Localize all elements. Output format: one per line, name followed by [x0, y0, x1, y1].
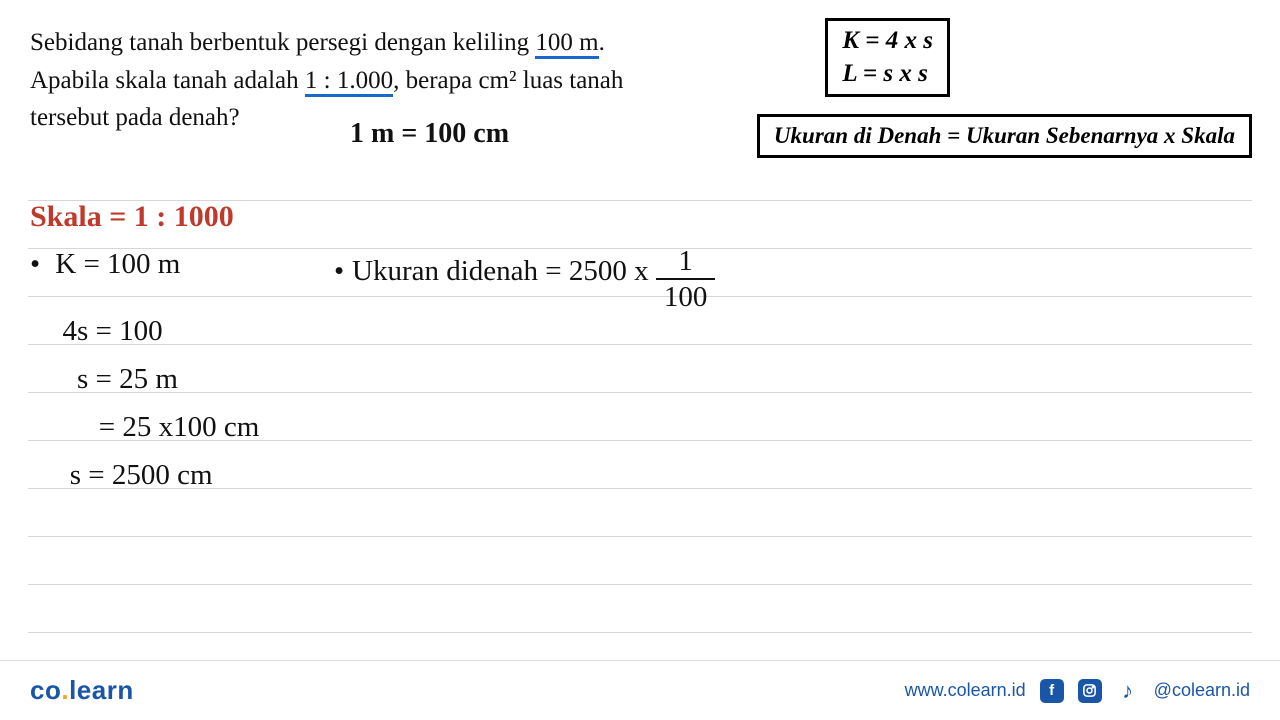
brand-logo: co.learn	[30, 675, 134, 706]
footer: co.learn www.colearn.id f ♪ @colearn.id	[0, 660, 1280, 720]
work-row-1: • K = 100 m •Ukuran didenah = 2500 x 1 1…	[30, 240, 1250, 307]
problem-line2b: , berapa cm² luas tanah	[393, 67, 623, 94]
problem-line1b: .	[599, 29, 605, 56]
problem-underline-1: 100 m	[535, 29, 598, 59]
work-left-4: = 25 x100 cm	[92, 411, 260, 443]
work-row-5: s = 2500 cm	[30, 451, 1250, 499]
conversion-note: 1 m = 100 cm	[350, 118, 509, 150]
fraction-denominator: 100	[656, 280, 716, 312]
work-row-2: 4s = 100	[30, 307, 1250, 355]
work-right-label: Ukuran didenah = 2500 x	[352, 255, 649, 287]
work-left-3: s = 25 m	[77, 363, 178, 395]
problem-area: Sebidang tanah berbentuk persegi dengan …	[0, 0, 1280, 137]
logo-part-b: learn	[69, 675, 134, 705]
footer-right: www.colearn.id f ♪ @colearn.id	[905, 679, 1250, 703]
fraction: 1 100	[656, 246, 716, 313]
logo-part-a: co	[30, 675, 61, 705]
work-left-1-text: K = 100 m	[55, 248, 180, 280]
work-left-1: • K = 100 m	[30, 240, 330, 288]
problem-line3: tersebut pada denah?	[30, 104, 240, 131]
work-row-3: s = 25 m	[30, 355, 1250, 403]
formula-box-scale: Ukuran di Denah = Ukuran Sebenarnya x Sk…	[757, 114, 1252, 158]
formula-box-perimeter-area: K = 4 x s L = s x s	[825, 18, 950, 97]
problem-line2a: Apabila skala tanah adalah	[30, 67, 305, 94]
problem-underline-2: 1 : 1.000	[305, 67, 393, 97]
scale-statement: Skala = 1 : 1000	[30, 200, 1250, 234]
problem-line1a: Sebidang tanah berbentuk persegi dengan …	[30, 29, 535, 56]
footer-url[interactable]: www.colearn.id	[905, 680, 1026, 701]
formula-area: L = s x s	[842, 58, 933, 91]
work-left-2: 4s = 100	[63, 315, 163, 347]
logo-dot: .	[61, 675, 69, 705]
work-area: Skala = 1 : 1000 • K = 100 m •Ukuran did…	[0, 200, 1280, 499]
facebook-icon[interactable]: f	[1040, 679, 1064, 703]
fraction-numerator: 1	[656, 246, 716, 280]
instagram-icon[interactable]	[1078, 679, 1102, 703]
work-left-5: s = 2500 cm	[70, 459, 213, 491]
formula-perimeter: K = 4 x s	[842, 25, 933, 58]
work-row-4: = 25 x100 cm	[30, 403, 1250, 451]
tiktok-icon[interactable]: ♪	[1116, 679, 1140, 703]
work-right-1: •Ukuran didenah = 2500 x 1 100	[334, 240, 715, 307]
formula-scale: Ukuran di Denah = Ukuran Sebenarnya x Sk…	[774, 123, 1235, 148]
footer-handle[interactable]: @colearn.id	[1154, 680, 1250, 701]
